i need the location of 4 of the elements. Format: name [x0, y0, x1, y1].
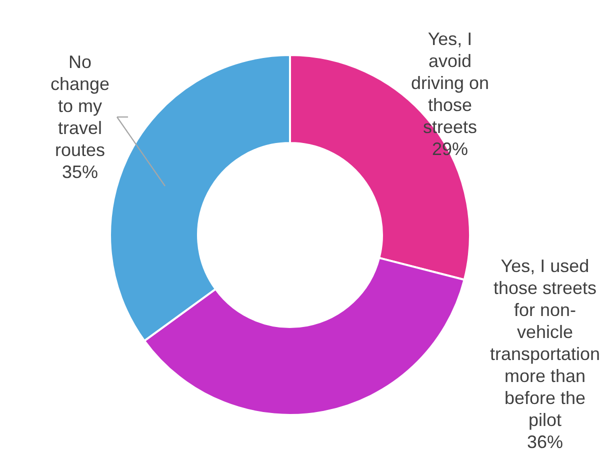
data-label: 35%: [62, 162, 98, 182]
slice-label: No change to my travel routes: [50, 52, 110, 160]
data-label: 36%: [526, 432, 564, 452]
slice-label: Yes, I used those streets for non-vehicle transportation more than before the pilot: [490, 256, 600, 430]
